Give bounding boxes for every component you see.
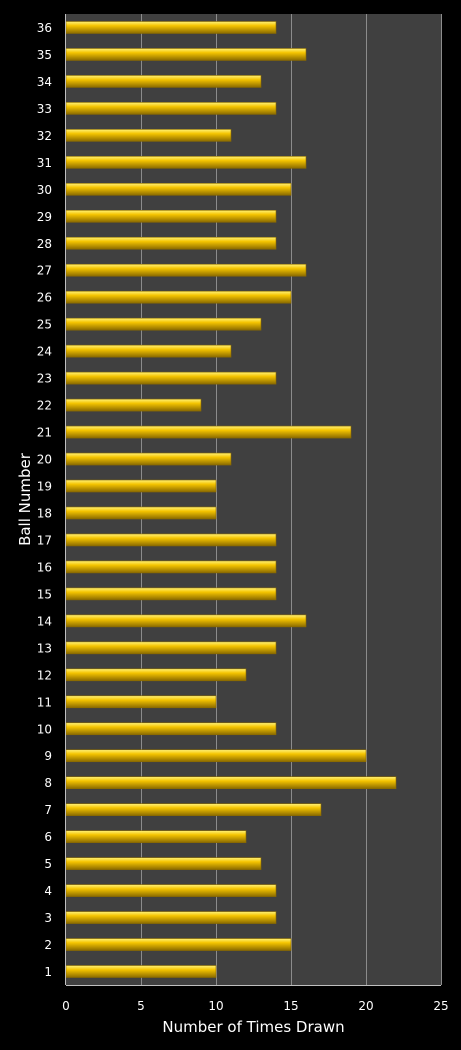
y-tick-label: 31 xyxy=(37,156,52,170)
bar-ball-11 xyxy=(65,695,217,709)
bar-ball-24 xyxy=(65,344,232,358)
y-tick-label: 32 xyxy=(37,129,52,143)
x-axis-title: Number of Times Drawn xyxy=(162,1018,344,1036)
bar-ball-8 xyxy=(65,776,397,790)
bar-ball-10 xyxy=(65,722,277,736)
bar-ball-13 xyxy=(65,641,277,655)
y-tick-label: 11 xyxy=(37,695,52,709)
bar-ball-30 xyxy=(65,183,292,196)
bar-ball-36 xyxy=(65,21,277,34)
bar-ball-27 xyxy=(65,263,307,277)
bar-ball-21 xyxy=(65,425,352,439)
bar-ball-15 xyxy=(65,587,277,601)
y-tick-label: 6 xyxy=(44,830,52,844)
bar-ball-20 xyxy=(65,452,232,466)
y-tick-label: 2 xyxy=(44,938,52,952)
y-tick-label: 20 xyxy=(37,453,52,467)
x-tick-label: 15 xyxy=(283,999,298,1013)
plot-area xyxy=(66,14,441,985)
x-tick-label: 20 xyxy=(358,999,373,1013)
y-tick-label: 25 xyxy=(37,318,52,332)
y-tick-label: 3 xyxy=(44,911,52,925)
bar-ball-14 xyxy=(65,614,307,628)
bar-ball-26 xyxy=(65,290,292,304)
y-tick-label: 33 xyxy=(37,102,52,116)
y-tick-label: 16 xyxy=(37,560,52,574)
gridlines xyxy=(141,14,442,985)
bar-ball-22 xyxy=(65,398,202,412)
y-tick-label: 23 xyxy=(37,372,52,386)
y-tick-label: 1 xyxy=(44,965,52,979)
y-axis-ticks: 1234567891011121314151617181920212223242… xyxy=(37,21,52,979)
y-tick-label: 18 xyxy=(37,506,52,520)
bars xyxy=(65,21,397,978)
bar-ball-6 xyxy=(65,830,247,843)
y-tick-label: 10 xyxy=(37,722,52,736)
bar-ball-34 xyxy=(65,75,262,88)
bar-ball-1 xyxy=(65,965,217,978)
y-tick-label: 8 xyxy=(44,776,52,790)
y-tick-label: 9 xyxy=(44,749,52,763)
y-tick-label: 19 xyxy=(37,480,52,494)
y-tick-label: 17 xyxy=(37,533,52,547)
bar-ball-17 xyxy=(65,533,277,547)
y-tick-label: 24 xyxy=(37,345,52,359)
x-tick-label: 0 xyxy=(62,999,70,1013)
bar-ball-3 xyxy=(65,911,277,924)
bar-ball-2 xyxy=(65,938,292,951)
bar-ball-28 xyxy=(65,236,277,250)
bar-ball-9 xyxy=(65,749,367,763)
y-tick-label: 5 xyxy=(44,857,52,871)
x-tick-label: 5 xyxy=(137,999,145,1013)
y-tick-label: 4 xyxy=(44,884,52,898)
y-tick-label: 15 xyxy=(37,587,52,601)
bar-ball-12 xyxy=(65,668,247,682)
y-tick-label: 13 xyxy=(37,641,52,655)
y-tick-label: 36 xyxy=(37,21,52,35)
y-tick-label: 35 xyxy=(37,48,52,62)
bar-ball-32 xyxy=(65,129,232,142)
y-tick-label: 7 xyxy=(44,803,52,817)
bar-ball-23 xyxy=(65,371,277,385)
bar-ball-35 xyxy=(65,48,307,61)
x-tick-label: 25 xyxy=(433,999,448,1013)
bar-ball-18 xyxy=(65,506,217,520)
bar-ball-33 xyxy=(65,102,277,115)
x-axis-ticks: 0 5 10 15 20 25 xyxy=(62,14,449,1013)
y-axis-title: Ball Number xyxy=(16,452,34,546)
bar-ball-16 xyxy=(65,560,277,574)
bar-ball-25 xyxy=(65,317,262,331)
bar-ball-19 xyxy=(65,479,217,493)
y-tick-label: 14 xyxy=(37,614,52,628)
bar-ball-31 xyxy=(65,156,307,169)
bar-ball-7 xyxy=(65,803,322,816)
bar-ball-5 xyxy=(65,857,262,870)
y-tick-label: 34 xyxy=(37,75,52,89)
y-tick-label: 12 xyxy=(37,668,52,682)
y-tick-label: 29 xyxy=(37,210,52,224)
y-tick-label: 21 xyxy=(37,426,52,440)
y-tick-label: 22 xyxy=(37,399,52,413)
x-tick-label: 10 xyxy=(208,999,223,1013)
y-tick-label: 30 xyxy=(37,183,52,197)
y-tick-label: 28 xyxy=(37,237,52,251)
bar-ball-29 xyxy=(65,209,277,223)
bar-ball-4 xyxy=(65,884,277,897)
y-tick-label: 27 xyxy=(37,264,52,278)
y-tick-label: 26 xyxy=(37,291,52,305)
